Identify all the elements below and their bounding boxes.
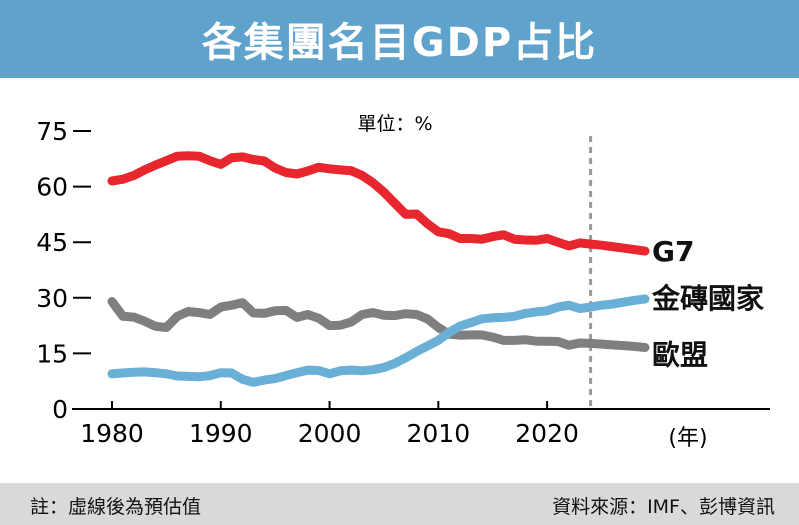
y-tick-label: 45 <box>36 228 68 257</box>
x-tick-label: 2020 <box>515 419 579 448</box>
page-title: 各集團名目GDP占比 <box>201 20 598 66</box>
y-axis-ticks: 0 15 30 45 60 75 <box>36 117 91 424</box>
series-label-1: 金磚國家 <box>651 282 764 315</box>
x-tick-label: 2010 <box>407 419 471 448</box>
x-tick-label: 1980 <box>80 419 144 448</box>
series-line-1 <box>107 294 650 387</box>
series-label-0: G7 <box>652 235 694 268</box>
title-bar: 各集團名目GDP占比 <box>0 0 799 78</box>
gdp-share-line-chart: 0 15 30 45 60 75 1980 1990 2000 2010 2020 單位：% (年… <box>36 113 770 451</box>
series-label-2: 歐盟 <box>652 338 708 371</box>
footer-source: 資料來源：IMF、彭博資訊 <box>552 496 775 518</box>
x-axis-ticks: 1980 1990 2000 2010 2020 <box>80 401 579 448</box>
y-tick-label: 75 <box>36 117 68 146</box>
y-tick-label: 60 <box>36 173 68 202</box>
y-tick-label: 0 <box>52 395 68 424</box>
x-axis-unit-label: (年) <box>668 426 707 451</box>
series-lines <box>107 151 650 387</box>
x-tick-label: 1990 <box>189 419 253 448</box>
unit-label: 單位：% <box>357 113 432 135</box>
series-line-0 <box>107 151 650 256</box>
footer: 註：虛線後為預估值 資料來源：IMF、彭博資訊 <box>0 483 799 525</box>
y-tick-label: 15 <box>36 339 68 368</box>
y-tick-label: 30 <box>36 284 68 313</box>
series-line-2 <box>107 297 650 352</box>
x-tick-label: 2000 <box>298 419 362 448</box>
chart-area: 0 15 30 45 60 75 1980 1990 2000 2010 2020 單位：% (年… <box>0 78 799 483</box>
footer-note: 註：虛線後為預估值 <box>30 496 202 518</box>
